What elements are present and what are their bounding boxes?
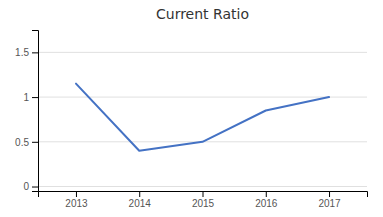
y-axis-line bbox=[32, 31, 39, 192]
x-tick-label: 2017 bbox=[318, 198, 341, 209]
y-tick-label: 1.5 bbox=[15, 47, 29, 58]
x-tick: 2016 bbox=[255, 191, 278, 209]
y-tick-mark bbox=[32, 142, 38, 143]
x-tick-label: 2015 bbox=[192, 198, 215, 209]
x-tick: 2014 bbox=[129, 191, 152, 209]
x-tick-label: 2014 bbox=[129, 198, 152, 209]
x-tick-mark bbox=[139, 191, 140, 197]
y-axis: 0 0.5 1 1.5 bbox=[15, 31, 38, 193]
title: Current Ratio bbox=[156, 6, 249, 22]
y-tick-label: 0 bbox=[23, 181, 29, 192]
y-tick-mark bbox=[32, 97, 38, 98]
y-tick-label: 1 bbox=[23, 92, 29, 103]
x-tick-mark bbox=[203, 191, 204, 197]
x-tick: 2015 bbox=[192, 191, 215, 209]
grid-line bbox=[38, 186, 367, 187]
y-tick: 0.5 bbox=[15, 137, 38, 148]
grid bbox=[38, 52, 367, 186]
y-tick-label: 0.5 bbox=[15, 137, 29, 148]
marks bbox=[76, 84, 329, 151]
x-axis-line bbox=[39, 192, 368, 198]
y-tick: 0 bbox=[23, 181, 38, 192]
grid-line bbox=[38, 52, 367, 53]
x-tick: 2017 bbox=[318, 191, 341, 209]
x-tick: 2013 bbox=[65, 191, 88, 209]
plot: 2013 2014 2015 2016 2017 0 0.5 1 1.5 bbox=[15, 31, 367, 210]
line bbox=[76, 84, 329, 151]
x-tick-mark bbox=[329, 191, 330, 197]
x-tick-label: 2016 bbox=[255, 198, 278, 209]
x-axis: 2013 2014 2015 2016 2017 bbox=[39, 191, 368, 209]
x-tick-mark bbox=[76, 191, 77, 197]
x-tick-label: 2013 bbox=[65, 198, 88, 209]
y-tick: 1 bbox=[23, 92, 38, 103]
y-tick-mark bbox=[32, 52, 38, 53]
y-tick: 1.5 bbox=[15, 47, 38, 58]
y-tick-mark bbox=[32, 187, 38, 188]
x-tick-mark bbox=[266, 191, 267, 197]
chart: 2013 2014 2015 2016 2017 0 0.5 1 1.5 Current Rati… bbox=[0, 0, 383, 217]
